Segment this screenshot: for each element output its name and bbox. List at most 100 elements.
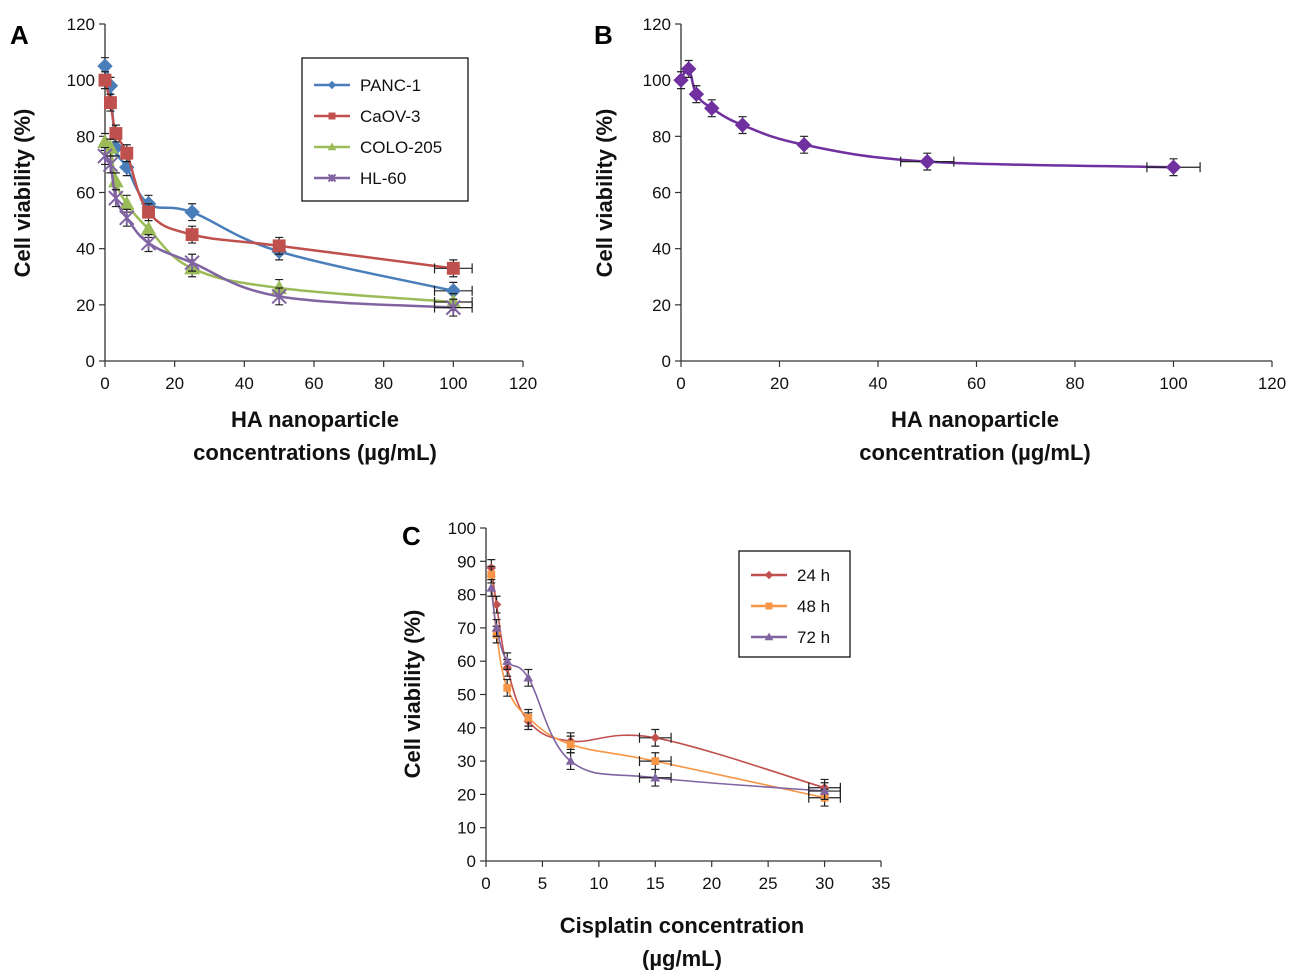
data-point — [1165, 159, 1182, 175]
x-axis-label: concentration (µg/mL) — [859, 440, 1090, 465]
data-point — [486, 582, 497, 592]
legend-marker — [327, 142, 337, 151]
x-axis-label: (µg/mL) — [642, 946, 722, 970]
x-tick-label: 80 — [374, 374, 393, 393]
legend: 24 h 48 h 72 h — [738, 550, 851, 658]
y-tick-label: 0 — [662, 352, 671, 371]
data-point — [446, 261, 460, 275]
y-tick-label: 20 — [652, 296, 671, 315]
x-tick-label: 10 — [589, 874, 608, 893]
y-tick-label: 90 — [457, 552, 476, 571]
data-point — [734, 117, 751, 133]
data-point — [502, 656, 513, 665]
data-point — [120, 146, 134, 160]
data-point — [102, 156, 119, 173]
data-point — [272, 239, 286, 253]
y-axis-label: Cell viability (%) — [400, 610, 425, 779]
x-tick-label: 20 — [165, 374, 184, 393]
y-tick-label: 80 — [76, 127, 95, 146]
data-point — [140, 235, 157, 251]
y-tick-label: 40 — [457, 719, 476, 738]
data-point — [650, 733, 660, 743]
x-tick-label: 0 — [100, 374, 109, 393]
y-axis-label: Cell viability (%) — [10, 109, 35, 278]
data-point — [524, 713, 533, 722]
data-point — [119, 210, 135, 226]
x-axis-label: Cisplatin concentration — [560, 913, 804, 938]
x-tick-label: 100 — [439, 374, 467, 393]
legend-marker — [327, 80, 337, 90]
y-tick-label: 60 — [652, 184, 671, 203]
data-point — [566, 740, 575, 749]
data-point — [102, 139, 119, 154]
x-tick-label: 60 — [305, 374, 324, 393]
data-point — [704, 100, 720, 116]
data-point — [108, 190, 124, 206]
data-point — [98, 73, 112, 87]
data-point — [445, 299, 462, 316]
x-tick-label: 120 — [509, 374, 537, 393]
series-72-h — [486, 579, 841, 800]
y-tick-label: 80 — [457, 586, 476, 605]
legend-marker — [327, 173, 337, 183]
data-point — [271, 288, 287, 305]
y-tick-label: 0 — [467, 852, 476, 871]
x-tick-label: 35 — [872, 874, 891, 893]
x-tick-label: 25 — [759, 874, 778, 893]
legend-marker — [764, 570, 774, 580]
y-tick-label: 30 — [457, 752, 476, 771]
y-axis-label: Cell viability (%) — [592, 109, 617, 278]
data-point — [919, 153, 935, 170]
data-point — [688, 86, 705, 102]
panel-label: B — [594, 20, 613, 50]
data-point — [673, 72, 689, 88]
y-tick-label: 60 — [457, 652, 476, 671]
x-tick-label: 40 — [869, 374, 888, 393]
legend-marker — [328, 112, 336, 120]
data-point — [108, 173, 124, 188]
legend-marker — [764, 632, 774, 641]
x-tick-label: 0 — [481, 874, 490, 893]
legend-label: 24 h — [797, 566, 830, 585]
y-tick-label: 100 — [448, 519, 476, 538]
legend: PANC-1 CaOV-3 COLO-205 HL-60 — [301, 57, 469, 202]
legend-label: HL-60 — [360, 169, 406, 188]
x-tick-label: 20 — [702, 874, 721, 893]
y-tick-label: 120 — [643, 15, 671, 34]
y-tick-label: 20 — [457, 785, 476, 804]
panel-label: C — [402, 521, 421, 551]
panel-label: A — [10, 20, 29, 50]
data-point — [184, 204, 200, 220]
data-point — [523, 672, 534, 682]
legend-box — [738, 550, 851, 658]
data-point — [487, 570, 496, 579]
y-tick-label: 40 — [652, 240, 671, 259]
legend-label: PANC-1 — [360, 76, 421, 95]
x-tick-label: 40 — [235, 374, 254, 393]
legend-marker — [765, 602, 773, 610]
data-point — [97, 58, 113, 74]
data-point — [650, 772, 661, 782]
data-point — [680, 61, 697, 77]
chart-panel-a: A 0 20 40 60 80 100 120 0 20 40 60 80 100 120 Cell viab… — [10, 15, 537, 465]
x-tick-label: 100 — [1159, 374, 1187, 393]
chart-panel-b: B 0 20 40 60 80 100 120 0 20 40 60 80 100 120 Cell viab… — [592, 15, 1286, 465]
x-tick-label: 80 — [1066, 374, 1085, 393]
series-line — [679, 67, 1174, 169]
data-point — [819, 786, 830, 795]
x-axis-label: HA nanoparticle — [891, 407, 1059, 432]
chart-panel-c: C 0 10 20 30 40 50 60 70 80 90 100 0 5 10 15 20 25 30 35 Cel… — [400, 519, 890, 970]
y-tick-label: 80 — [652, 127, 671, 146]
y-tick-label: 100 — [67, 71, 95, 90]
y-tick-label: 40 — [76, 240, 95, 259]
data-point — [565, 756, 576, 765]
data-point — [103, 96, 117, 110]
legend-label: 72 h — [797, 628, 830, 647]
y-tick-label: 60 — [76, 184, 95, 203]
y-tick-label: 20 — [76, 296, 95, 315]
legend-label: 48 h — [797, 597, 830, 616]
y-tick-label: 50 — [457, 686, 476, 705]
x-axis-label: concentrations (µg/mL) — [193, 440, 437, 465]
data-point — [185, 228, 199, 242]
